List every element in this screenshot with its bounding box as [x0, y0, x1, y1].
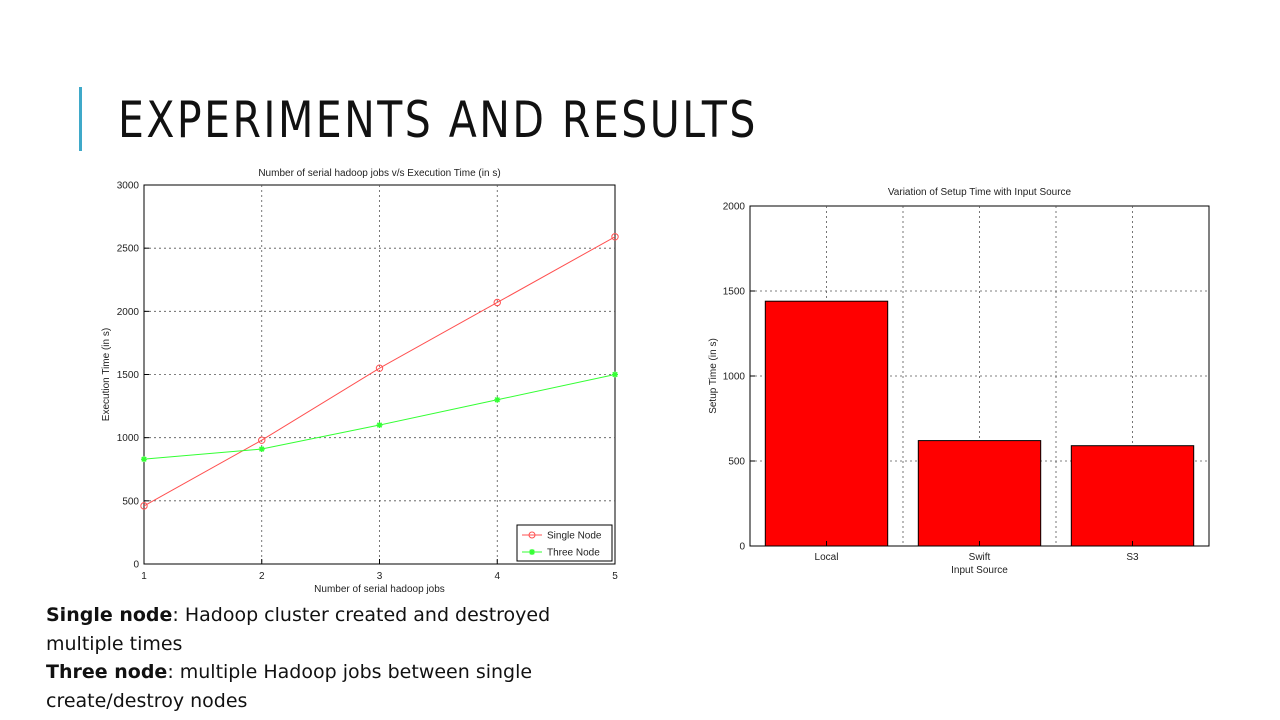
y-tick-label: 1000: [723, 372, 746, 383]
chart-title: Variation of Setup Time with Input Sourc…: [888, 187, 1072, 198]
y-tick-label: 500: [728, 457, 745, 468]
x-tick-label: 3: [377, 571, 383, 582]
note-term: Single node: [46, 604, 173, 626]
note-single-node: Single node: Hadoop cluster created and …: [46, 601, 606, 658]
line-chart: 1 2 3 4 5 0 500 1000 1500 2000 2500 3000 Number of s…: [101, 168, 619, 595]
note-term: Three node: [46, 661, 168, 683]
y-axis-label: Setup Time (in s): [708, 338, 719, 414]
data-point: [376, 422, 383, 429]
chart-title: Number of serial hadoop jobs v/s Executi…: [258, 168, 500, 179]
legend-label: Single Node: [547, 531, 602, 542]
bar: [1070, 445, 1195, 547]
data-point: [494, 396, 501, 403]
data-point: [258, 436, 266, 444]
y-tick-label: 0: [739, 542, 745, 553]
legend-label: Three Node: [547, 548, 600, 559]
title-accent-bar: [79, 87, 82, 151]
data-point: [611, 233, 619, 241]
note-text: : Hadoop cluster created and destroyed m…: [46, 604, 551, 655]
y-tick-label: 3000: [117, 181, 140, 192]
series-line: [143, 236, 616, 507]
note-text: : multiple Hadoop jobs between single cr…: [46, 661, 533, 712]
legend: Single Node Three Node: [516, 524, 613, 562]
data-point: [612, 371, 618, 378]
y-tick-label: 1500: [117, 370, 140, 381]
data-point: [493, 298, 501, 307]
y-tick-label: 500: [122, 496, 139, 507]
legend-box: [516, 524, 613, 562]
y-tick-label: 2000: [117, 307, 140, 318]
bar: [764, 300, 889, 547]
x-tick-label: Swift: [969, 552, 991, 563]
x-axis-label: Number of serial hadoop jobs: [314, 584, 445, 595]
y-tick-label: 1500: [723, 287, 746, 298]
note-three-node: Three node: multiple Hadoop jobs between…: [46, 658, 606, 715]
x-tick-label: Local: [815, 552, 839, 563]
x-tick-label: 4: [494, 571, 500, 582]
bar: [917, 440, 1042, 547]
x-axis-label: Input Source: [951, 565, 1008, 576]
y-tick-label: 2500: [117, 244, 140, 255]
legend-marker: [528, 531, 536, 539]
data-point: [258, 446, 265, 453]
x-tick-label: S3: [1126, 552, 1139, 563]
data-point: [140, 502, 148, 510]
slide-title: EXPERIMENTS AND RESULTS: [118, 91, 758, 149]
x-tick-label: 5: [612, 571, 618, 582]
y-tick-label: 2000: [723, 202, 746, 213]
y-tick-label: 1000: [117, 433, 140, 444]
y-axis-label: Execution Time (in s): [101, 328, 112, 421]
data-point: [141, 456, 147, 463]
x-tick-label: 1: [141, 571, 147, 582]
bar-chart: Local Swift S3 0 500 1000 1500 2000 Variation of…: [708, 187, 1210, 576]
x-tick-label: 2: [259, 571, 265, 582]
data-point: [375, 364, 384, 372]
notes: Single node: Hadoop cluster created and …: [46, 601, 606, 715]
y-tick-label: 0: [133, 560, 139, 571]
legend-marker: [529, 549, 535, 555]
